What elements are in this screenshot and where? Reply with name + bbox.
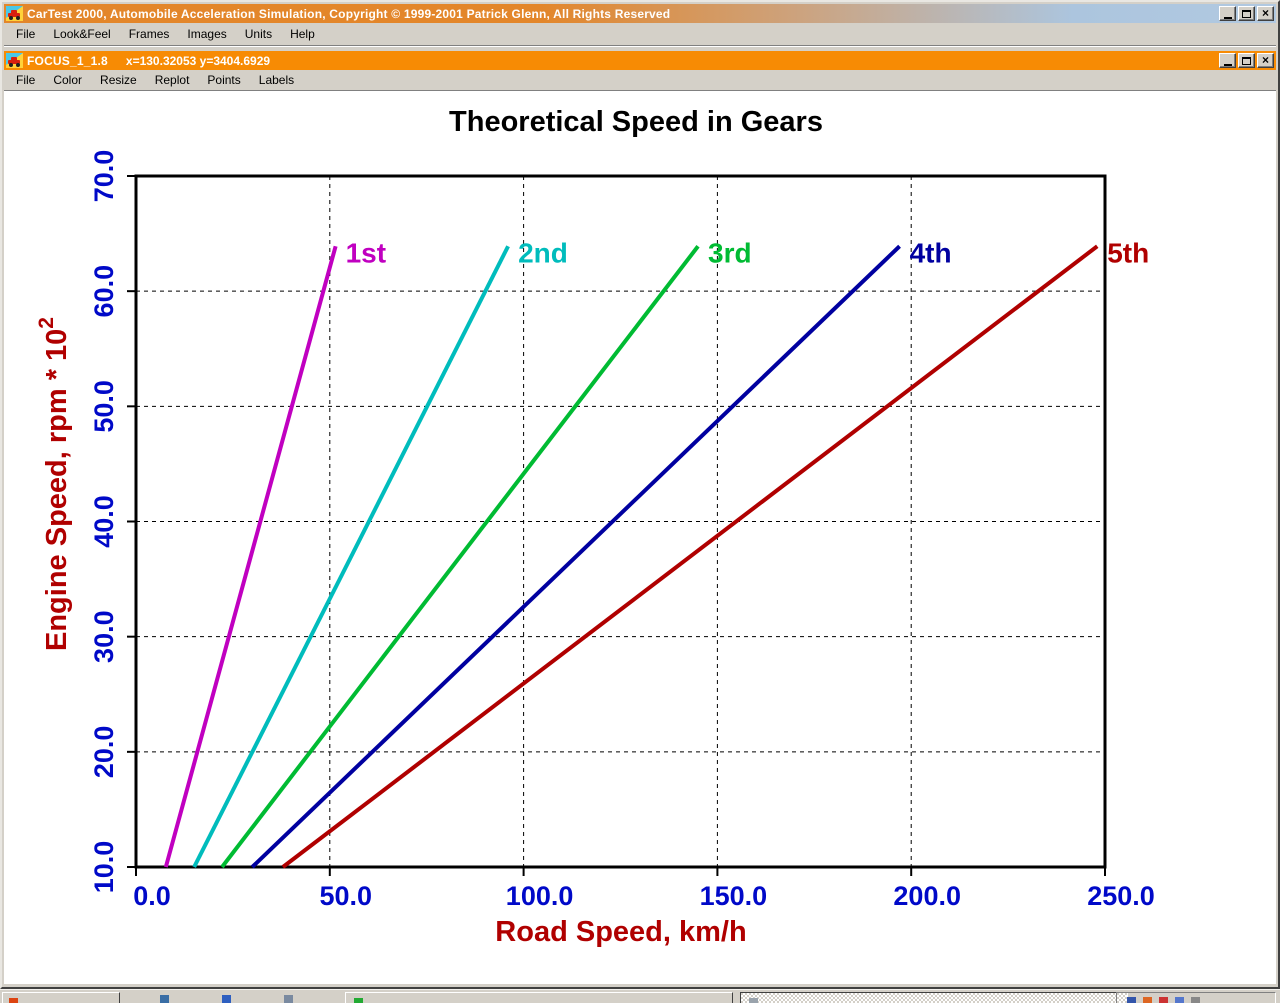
maximize-icon <box>1242 56 1251 65</box>
y-tick-label: 70.0 <box>89 150 119 203</box>
menu-units[interactable]: Units <box>244 27 273 41</box>
plot-menubar: File Color Resize Replot Points Labels <box>3 70 1277 89</box>
series-line-5th <box>281 244 1099 869</box>
x-axis-title: Road Speed, km/h <box>495 916 746 948</box>
y-tick-label: 30.0 <box>89 610 119 663</box>
close-button[interactable]: × <box>1257 6 1274 21</box>
minimize-button[interactable] <box>1219 6 1236 21</box>
taskbar <box>0 989 1280 1003</box>
tray-icon[interactable] <box>1175 997 1184 1003</box>
plot-menu-color[interactable]: Color <box>53 72 83 87</box>
plot-menu-replot[interactable]: Replot <box>154 72 190 87</box>
plot-window-title: FOCUS_1_1.8 <box>27 53 108 68</box>
tray-icon[interactable] <box>1143 997 1152 1003</box>
quick-launch-icon[interactable] <box>222 995 231 1003</box>
series-line-1st <box>163 245 338 868</box>
menu-help[interactable]: Help <box>290 27 315 41</box>
y-tick-label: 10.0 <box>89 841 119 894</box>
plot-window-icon <box>6 53 23 68</box>
tray-icon[interactable] <box>1127 997 1136 1003</box>
plot-maximize-button[interactable] <box>1238 53 1255 68</box>
y-tick-label: 50.0 <box>89 380 119 433</box>
tray-icon[interactable] <box>1191 997 1200 1003</box>
x-tick-label: 200.0 <box>893 881 961 911</box>
close-icon: × <box>1261 52 1269 67</box>
main-titlebar[interactable]: CarTest 2000, Automobile Acceleration Si… <box>4 4 1276 23</box>
series-label-4th: 4th <box>910 237 952 268</box>
taskbar-button[interactable] <box>345 992 733 1003</box>
menu-images[interactable]: Images <box>187 27 227 41</box>
plot-menu-points[interactable]: Points <box>207 72 241 87</box>
menu-frames[interactable]: Frames <box>128 27 170 41</box>
menu-file[interactable]: File <box>16 27 36 41</box>
taskbar-button-active[interactable] <box>740 992 1128 1003</box>
series-label-5th: 5th <box>1107 237 1149 268</box>
close-icon: × <box>1261 5 1269 20</box>
start-button[interactable] <box>2 992 120 1003</box>
plot-minimize-button[interactable] <box>1219 53 1236 68</box>
plot-menu-file[interactable]: File <box>16 72 36 87</box>
plot-close-button[interactable]: × <box>1257 53 1274 68</box>
cartest-app-icon <box>6 6 23 21</box>
gear-speed-chart[interactable]: 0.0 50.0 100.0 150.0 200.0 250.0 10.0 20.0 30.0 4… <box>4 91 1276 984</box>
chart-title: Theoretical Speed in Gears <box>449 106 823 138</box>
plot-menu-resize[interactable]: Resize <box>100 72 137 87</box>
quick-launch-icon[interactable] <box>160 995 169 1003</box>
chart-area[interactable]: 0.0 50.0 100.0 150.0 200.0 250.0 10.0 20.0 30.0 4… <box>4 90 1276 984</box>
taskbar-button-icon <box>354 998 363 1003</box>
y-tick-label: 20.0 <box>89 726 119 779</box>
system-tray <box>1116 992 1276 1003</box>
tray-icon[interactable] <box>1159 997 1168 1003</box>
maximize-button[interactable] <box>1238 6 1255 21</box>
x-tick-label: 100.0 <box>506 881 574 911</box>
x-tick-label: 50.0 <box>320 881 373 911</box>
x-tick-label: 150.0 <box>700 881 768 911</box>
y-axis-title: Engine Speed, rpm * 102 <box>35 317 73 651</box>
series-line-2nd <box>192 245 510 868</box>
series-label-2nd: 2nd <box>518 237 568 268</box>
series-line-4th <box>250 244 901 869</box>
minimize-icon <box>1223 63 1232 66</box>
plot-titlebar[interactable]: FOCUS_1_1.8 x=130.32053 y=3404.6929 × <box>4 51 1276 70</box>
minimize-icon <box>1223 16 1232 19</box>
divider <box>4 45 1276 47</box>
x-tick-label: 0.0 <box>133 881 171 911</box>
series-line-3rd <box>220 245 700 869</box>
cursor-coordinates: x=130.32053 y=3404.6929 <box>125 53 271 68</box>
series-label-1st: 1st <box>346 237 386 268</box>
x-tick-label: 250.0 <box>1087 881 1155 911</box>
start-icon <box>9 998 18 1003</box>
main-menubar: File Look&Feel Frames Images Units Help <box>3 23 1277 45</box>
quick-launch-icon[interactable] <box>284 995 293 1003</box>
taskbar-button-icon <box>749 998 758 1003</box>
menu-lookfeel[interactable]: Look&Feel <box>53 27 111 41</box>
y-tick-label: 40.0 <box>89 495 119 548</box>
plot-menu-labels[interactable]: Labels <box>258 72 295 87</box>
series-label-3rd: 3rd <box>708 237 752 268</box>
y-tick-label: 60.0 <box>89 265 119 318</box>
main-window-title: CarTest 2000, Automobile Acceleration Si… <box>27 6 671 21</box>
maximize-icon <box>1242 9 1251 18</box>
